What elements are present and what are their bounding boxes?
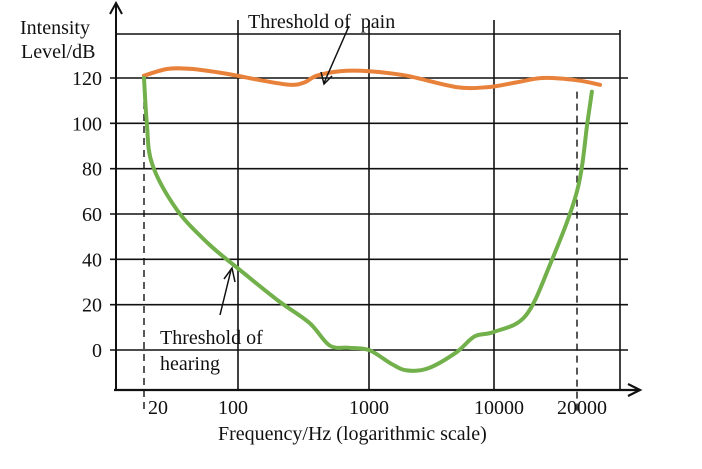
- y-axis-label-line2: Level/dB: [21, 41, 95, 63]
- y-tick-label: 60: [82, 204, 102, 226]
- pain-annotation-arrow: [323, 25, 350, 84]
- y-tick-label: 120: [72, 68, 102, 90]
- pain-arrowhead-icon: [320, 71, 333, 86]
- x-tick-label: 10000: [474, 397, 524, 419]
- y-tick-label: 100: [72, 113, 102, 135]
- x-axis-arrow-icon: [627, 383, 643, 397]
- axes: [109, 0, 643, 397]
- tick-labels: 120 100 80 60 40 20 0 20 100 1000 10000 20000: [72, 68, 607, 419]
- series-lines: [142, 66, 602, 373]
- annotation-threshold-of-hearing-line1: Threshold of: [160, 327, 263, 349]
- hearing-annotation-arrow: [219, 269, 232, 316]
- x-axis-label: Frequency/Hz (logarithmic scale): [218, 423, 487, 445]
- hearing-arrowhead-icon: [223, 266, 236, 283]
- y-tick-label: 0: [92, 340, 102, 362]
- x-tick-label: 100: [218, 397, 248, 419]
- vertical-gridlines: [143, 20, 621, 412]
- series-line-threshold-of-hearing: [142, 76, 594, 373]
- series-line-threshold-of-pain: [142, 66, 602, 91]
- y-axis-label-line1: Intensity: [20, 17, 90, 39]
- y-tick-label: 40: [82, 249, 102, 271]
- x-tick-label: 20000: [557, 397, 607, 419]
- y-tick-label: 80: [82, 159, 102, 181]
- annotation-threshold-of-pain: Threshold of pain: [248, 11, 395, 33]
- x-tick-label: 20: [148, 397, 168, 419]
- annotation-threshold-of-hearing-line2: hearing: [160, 353, 220, 375]
- annotations: [219, 25, 350, 316]
- x-tick-label: 1000: [349, 397, 389, 419]
- y-tick-label: 20: [82, 295, 102, 317]
- y-axis-arrow-icon: [109, 0, 123, 15]
